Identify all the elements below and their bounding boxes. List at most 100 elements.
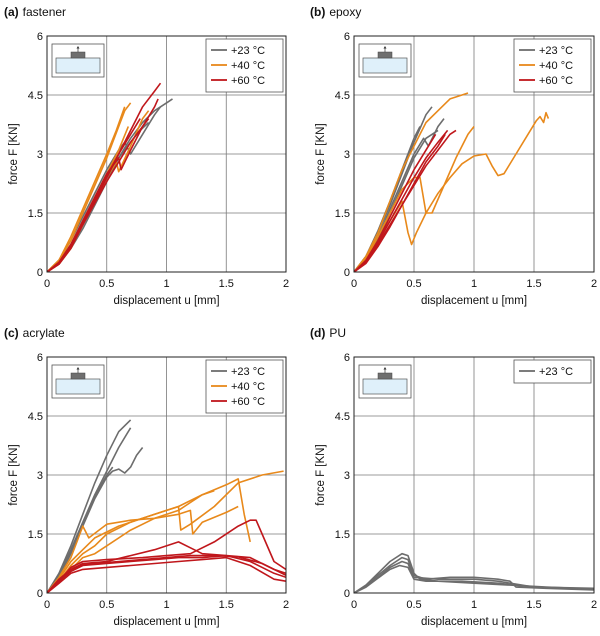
series-line (47, 118, 141, 272)
y-tick-label: 4.5 (28, 411, 43, 423)
y-tick-label: 4.5 (335, 411, 350, 423)
y-tick-label: 1.5 (28, 529, 43, 541)
y-axis-label: force F [KN] (315, 123, 327, 184)
legend-entry: +23 °C (539, 45, 573, 57)
panel-label: (a) (4, 5, 19, 19)
panel-label: (c) (4, 326, 19, 340)
series-line (354, 111, 550, 272)
x-tick-label: 1.5 (526, 278, 541, 290)
x-tick-label: 1 (163, 599, 169, 611)
y-tick-label: 6 (344, 31, 350, 43)
x-tick-label: 0 (351, 599, 357, 611)
x-tick-label: 2 (591, 278, 597, 290)
series-line (47, 554, 286, 593)
legend-entry: +40 °C (539, 60, 573, 72)
series-line (354, 126, 475, 272)
legend-entry: +60 °C (231, 396, 265, 408)
chart-panel-4: (d) PU 0 0.5 1 1.5 2 0 1.5 3 4.5 6 displacement u [m… (310, 326, 597, 628)
series-line (47, 505, 239, 593)
x-tick-label: 0.5 (406, 278, 421, 290)
y-tick-label: 0 (37, 267, 43, 279)
y-axis-label: force F [KN] (8, 444, 20, 505)
specimen-sketch-icon (358, 43, 412, 78)
panel-title: (c) acrylate (4, 326, 65, 340)
specimen-sketch-icon (51, 43, 105, 78)
panel-name: fastener (23, 5, 66, 19)
plot-frame (353, 35, 595, 273)
y-tick-label: 3 (37, 149, 43, 161)
y-tick-label: 6 (344, 352, 350, 364)
y-tick-label: 6 (37, 31, 43, 43)
panel-name: epoxy (329, 5, 361, 19)
specimen-sketch-icon (51, 364, 105, 399)
x-tick-label: 1 (163, 278, 169, 290)
y-tick-label: 3 (344, 149, 350, 161)
legend-entry: +60 °C (231, 75, 265, 87)
series-line (354, 564, 594, 593)
series-line (47, 556, 286, 593)
series-line (47, 554, 286, 593)
x-tick-label: 0.5 (99, 278, 114, 290)
y-tick-label: 1.5 (335, 208, 350, 220)
series-line (47, 106, 126, 272)
plot-frame (46, 35, 287, 273)
legend-entry: +23 °C (231, 366, 265, 378)
chart-panel-3: (c) acrylate 0 0.5 1 1.5 2 0 1.5 3 4.5 6 displacemen… (4, 326, 289, 628)
x-tick-label: 1.5 (219, 278, 234, 290)
y-tick-label: 4.5 (335, 90, 350, 102)
x-axis-label: displacement u [mm] (421, 295, 527, 307)
legend-entry: +40 °C (231, 381, 265, 393)
x-tick-label: 0 (44, 278, 50, 290)
x-tick-label: 1 (471, 278, 477, 290)
x-tick-label: 0.5 (99, 599, 114, 611)
series-line (47, 102, 132, 272)
x-tick-label: 2 (283, 278, 289, 290)
chart-panel-1: (a) fastener 0 0.5 1 1.5 2 0 1.5 3 4.5 6 displacemen… (4, 5, 289, 307)
plot-frame (353, 356, 595, 594)
x-axis-label: displacement u [mm] (113, 295, 219, 307)
legend-entry: +23 °C (231, 45, 265, 57)
legend-entry: +60 °C (539, 75, 573, 87)
x-tick-label: 0 (44, 599, 50, 611)
legend: +23 °C +40 °C +60 °C (513, 38, 592, 93)
series-line (354, 133, 437, 272)
series-line (354, 92, 469, 272)
series-line (47, 466, 114, 593)
series-line (354, 106, 433, 272)
y-tick-label: 4.5 (28, 90, 43, 102)
chart-panel-2: (b) epoxy 0 0.5 1 1.5 2 0 1.5 3 4.5 6 displacement u… (310, 5, 597, 307)
series-line (47, 478, 251, 593)
panel-title: (a) fastener (4, 5, 66, 19)
x-tick-label: 2 (283, 599, 289, 611)
plot-frame (46, 356, 287, 594)
series-line (47, 82, 162, 272)
legend-entry: +23 °C (539, 366, 573, 378)
y-axis-label: force F [KN] (315, 444, 327, 505)
panel-label: (d) (310, 326, 325, 340)
x-axis-label: displacement u [mm] (421, 616, 527, 628)
series-line (354, 126, 421, 272)
series-line (354, 133, 446, 272)
legend: +23 °C +40 °C +60 °C (205, 359, 284, 414)
x-tick-label: 0.5 (406, 599, 421, 611)
x-tick-label: 2 (591, 599, 597, 611)
y-tick-label: 1.5 (28, 208, 43, 220)
legend-entry: +40 °C (231, 60, 265, 72)
legend: +23 °C (513, 359, 592, 384)
y-tick-label: 0 (344, 588, 350, 600)
series-line (47, 519, 286, 593)
y-tick-label: 0 (344, 267, 350, 279)
y-tick-label: 0 (37, 588, 43, 600)
panel-label: (b) (310, 5, 325, 19)
panel-name: acrylate (23, 326, 65, 340)
y-tick-label: 6 (37, 352, 43, 364)
panel-title: (b) epoxy (310, 5, 361, 19)
y-tick-label: 1.5 (335, 529, 350, 541)
panel-name: PU (329, 326, 346, 340)
y-tick-label: 3 (37, 470, 43, 482)
x-axis-label: displacement u [mm] (113, 616, 219, 628)
x-tick-label: 0 (351, 278, 357, 290)
y-tick-label: 3 (344, 470, 350, 482)
y-axis-label: force F [KN] (8, 123, 20, 184)
